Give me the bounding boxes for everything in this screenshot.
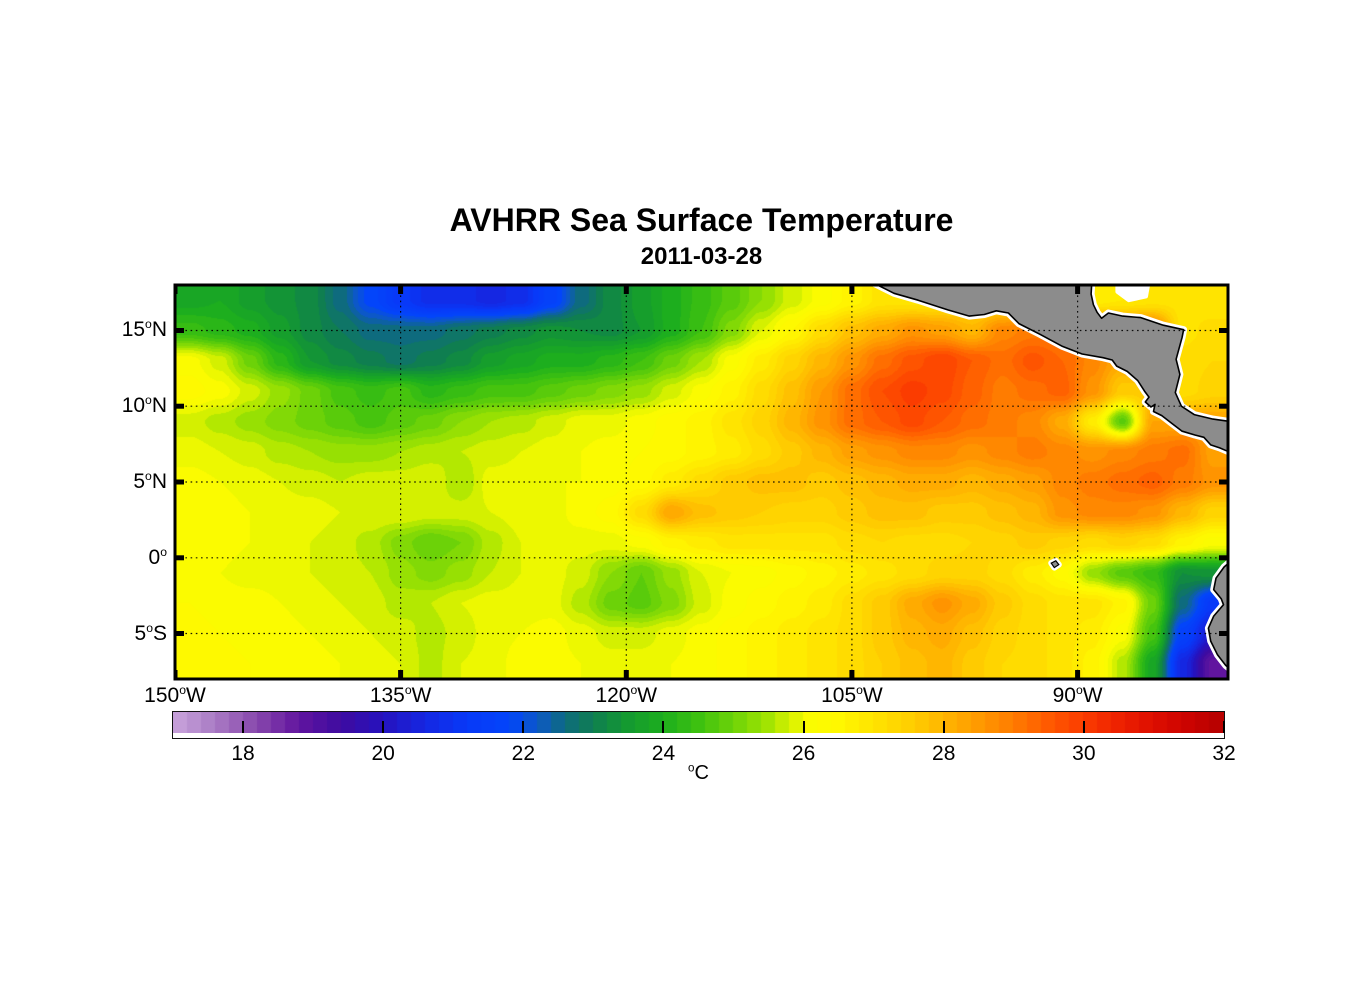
y-tick-label: 10oN (121, 393, 167, 418)
colorbar-unit-label: oC (173, 762, 1224, 785)
x-tick-mark (1075, 285, 1081, 294)
axes-border (173, 283, 1230, 681)
colorbar-tick-mark (242, 721, 245, 733)
chart-title: AVHRR Sea Surface Temperature (449, 202, 954, 238)
colorbar-tick-mark (942, 721, 945, 733)
x-tick-label: 105oW (821, 683, 883, 707)
y-tick-mark (1219, 555, 1228, 561)
colorbar-tick-mark (382, 721, 385, 733)
y-tick-mark (1219, 631, 1228, 636)
colorbar-canvas (173, 712, 1224, 733)
y-tick-mark (1219, 403, 1228, 409)
x-tick-mark (398, 285, 404, 294)
x-tick-label: 150oW (144, 683, 206, 707)
land-central_america (875, 285, 1228, 453)
colorbar-tick-label: 32 (1212, 742, 1236, 765)
colorbar-tick-mark (662, 721, 665, 733)
x-tick-label: 120oW (595, 683, 658, 707)
degree-symbol: o (688, 761, 695, 775)
chart-subtitle: 2011-03-28 (640, 243, 763, 270)
unit-text: C (694, 762, 709, 784)
y-tick-label: 0o (148, 544, 167, 569)
colorbar-tick-label: 18 (231, 742, 255, 765)
x-tick-label: 135oW (369, 683, 432, 707)
colorbar-tick-mark (1223, 721, 1225, 733)
colorbar-tick-label: 22 (511, 742, 536, 765)
x-tick-mark (623, 285, 629, 294)
colorbar-tick-label: 30 (1072, 742, 1096, 765)
colorbar-tick-label: 20 (371, 742, 395, 765)
y-tick-mark (175, 403, 184, 409)
x-tick-mark (398, 670, 404, 679)
y-tick-mark (175, 479, 184, 485)
y-tick-label: 5oS (134, 620, 167, 645)
colorbar-tick-mark (802, 721, 805, 733)
x-tick-mark (623, 670, 629, 679)
y-tick-label: 5oN (133, 469, 167, 493)
y-tick-mark (1219, 479, 1228, 485)
land-south_america (1207, 562, 1228, 669)
x-tick-label: 90oW (1052, 683, 1103, 707)
colorbar-tick-mark (1082, 721, 1085, 733)
x-tick-mark (1075, 670, 1081, 679)
y-tick-label: 15oN (121, 317, 167, 342)
land-galapagos (1050, 560, 1060, 569)
y-tick-mark (175, 328, 184, 333)
colorbar-tick-label: 26 (791, 742, 816, 765)
y-tick-mark (1219, 328, 1228, 333)
colorbar-tick-label: 28 (932, 742, 956, 765)
colorbar-tick-mark (522, 721, 525, 733)
no-data-patch (1115, 285, 1151, 303)
map-overlay (173, 283, 1230, 681)
colorbar-tick-label: 24 (651, 742, 676, 765)
x-tick-mark (849, 670, 855, 679)
y-tick-mark (175, 555, 184, 561)
colorbar (172, 711, 1225, 739)
y-tick-mark (175, 631, 184, 636)
x-tick-mark (849, 285, 855, 294)
